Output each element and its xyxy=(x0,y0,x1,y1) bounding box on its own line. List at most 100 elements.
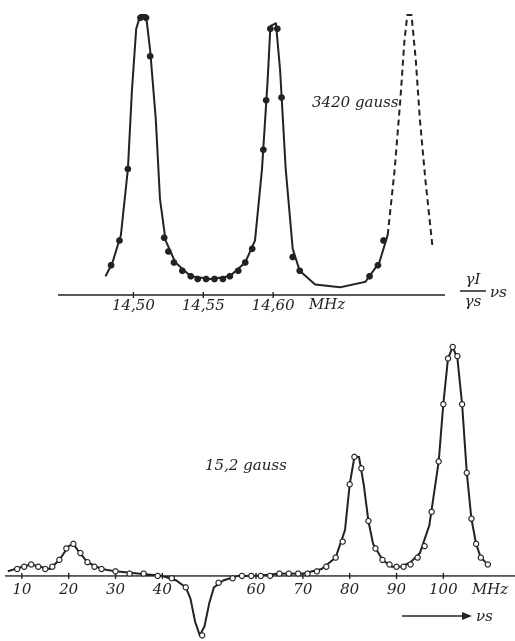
data-point xyxy=(63,545,70,552)
data-point xyxy=(484,561,492,568)
x-label-numerator: γI xyxy=(466,270,482,288)
data-point xyxy=(91,563,98,570)
data-point xyxy=(346,481,353,488)
x-tick-label: 14,50 xyxy=(112,296,155,314)
annotation: 3420 gauss xyxy=(312,93,399,111)
data-point xyxy=(380,237,387,244)
data-point xyxy=(164,248,172,255)
data-point xyxy=(140,570,147,577)
data-point xyxy=(160,234,168,242)
data-point xyxy=(414,554,421,561)
data-point xyxy=(468,515,475,522)
data-point xyxy=(248,572,255,580)
data-point xyxy=(323,563,330,570)
data-point xyxy=(454,352,461,360)
data-point xyxy=(187,272,195,280)
data-point xyxy=(137,14,144,22)
data-point xyxy=(194,275,202,283)
x-tick-label: 30 xyxy=(106,580,126,598)
data-point xyxy=(262,96,270,104)
data-point xyxy=(98,565,105,573)
data-point xyxy=(154,572,161,580)
x-tick-label: 80 xyxy=(340,580,360,598)
data-point xyxy=(458,401,466,408)
data-point xyxy=(142,14,150,22)
data-point xyxy=(116,237,123,244)
data-point xyxy=(226,272,234,280)
data-point xyxy=(365,517,372,525)
data-point xyxy=(273,25,281,33)
data-point xyxy=(386,561,393,568)
data-point xyxy=(170,259,178,266)
data-point xyxy=(238,572,246,580)
annotation: 15,2 gauss xyxy=(205,456,287,474)
data-point xyxy=(257,572,264,580)
data-point xyxy=(178,267,186,275)
data-point xyxy=(56,556,63,564)
x-unit: MHz xyxy=(308,295,345,313)
data-point xyxy=(339,538,346,545)
data-point xyxy=(198,632,206,639)
data-point xyxy=(202,275,210,283)
data-point xyxy=(304,570,311,577)
data-point xyxy=(266,572,274,580)
data-point xyxy=(358,465,365,472)
data-point xyxy=(229,574,236,582)
data-point xyxy=(70,540,77,548)
curve xyxy=(386,14,434,247)
x-label: νs xyxy=(476,607,493,625)
data-point xyxy=(374,261,382,269)
data-point xyxy=(124,165,132,173)
data-point xyxy=(444,355,452,362)
data-point xyxy=(182,584,189,591)
data-point xyxy=(296,267,304,275)
data-point xyxy=(107,261,115,269)
data-point xyxy=(248,245,256,253)
data-point xyxy=(77,549,84,557)
data-point xyxy=(241,259,249,266)
x-tick-label: 60 xyxy=(246,580,266,598)
data-point xyxy=(379,556,386,564)
data-point xyxy=(472,540,480,548)
data-point xyxy=(259,146,267,154)
curve xyxy=(7,346,487,637)
data-point xyxy=(366,272,373,280)
data-point xyxy=(407,561,414,568)
data-point xyxy=(440,401,447,408)
data-point xyxy=(313,568,321,575)
data-point xyxy=(449,343,456,351)
data-point xyxy=(463,469,470,477)
x-label-denominator: γs xyxy=(465,292,482,310)
data-point xyxy=(421,542,428,550)
data-point xyxy=(276,570,283,577)
data-point xyxy=(28,561,35,568)
data-point xyxy=(332,554,339,561)
x-tick-label: 70 xyxy=(293,580,313,598)
x-label-factor: νs xyxy=(490,283,507,301)
data-point xyxy=(35,563,42,570)
data-point xyxy=(477,554,485,561)
data-point xyxy=(211,275,218,283)
data-point xyxy=(215,579,222,586)
data-point xyxy=(372,545,379,552)
data-point xyxy=(294,570,302,577)
x-tick-label: 14,55 xyxy=(182,296,225,314)
data-point xyxy=(234,267,242,275)
data-point xyxy=(351,453,358,461)
data-point xyxy=(42,565,49,573)
data-point xyxy=(21,563,28,570)
x-tick-label: 20 xyxy=(58,580,79,598)
data-point xyxy=(13,565,21,573)
data-point xyxy=(266,25,274,33)
data-point xyxy=(435,458,442,465)
data-point xyxy=(168,574,175,582)
x-tick-label: 100 xyxy=(429,580,458,598)
data-point xyxy=(219,275,227,283)
x-unit: MHz xyxy=(471,580,508,598)
x-tick-label: 14,60 xyxy=(252,296,295,314)
data-point xyxy=(112,568,119,575)
data-point xyxy=(278,94,285,101)
data-point xyxy=(146,52,154,60)
data-point xyxy=(428,508,435,516)
